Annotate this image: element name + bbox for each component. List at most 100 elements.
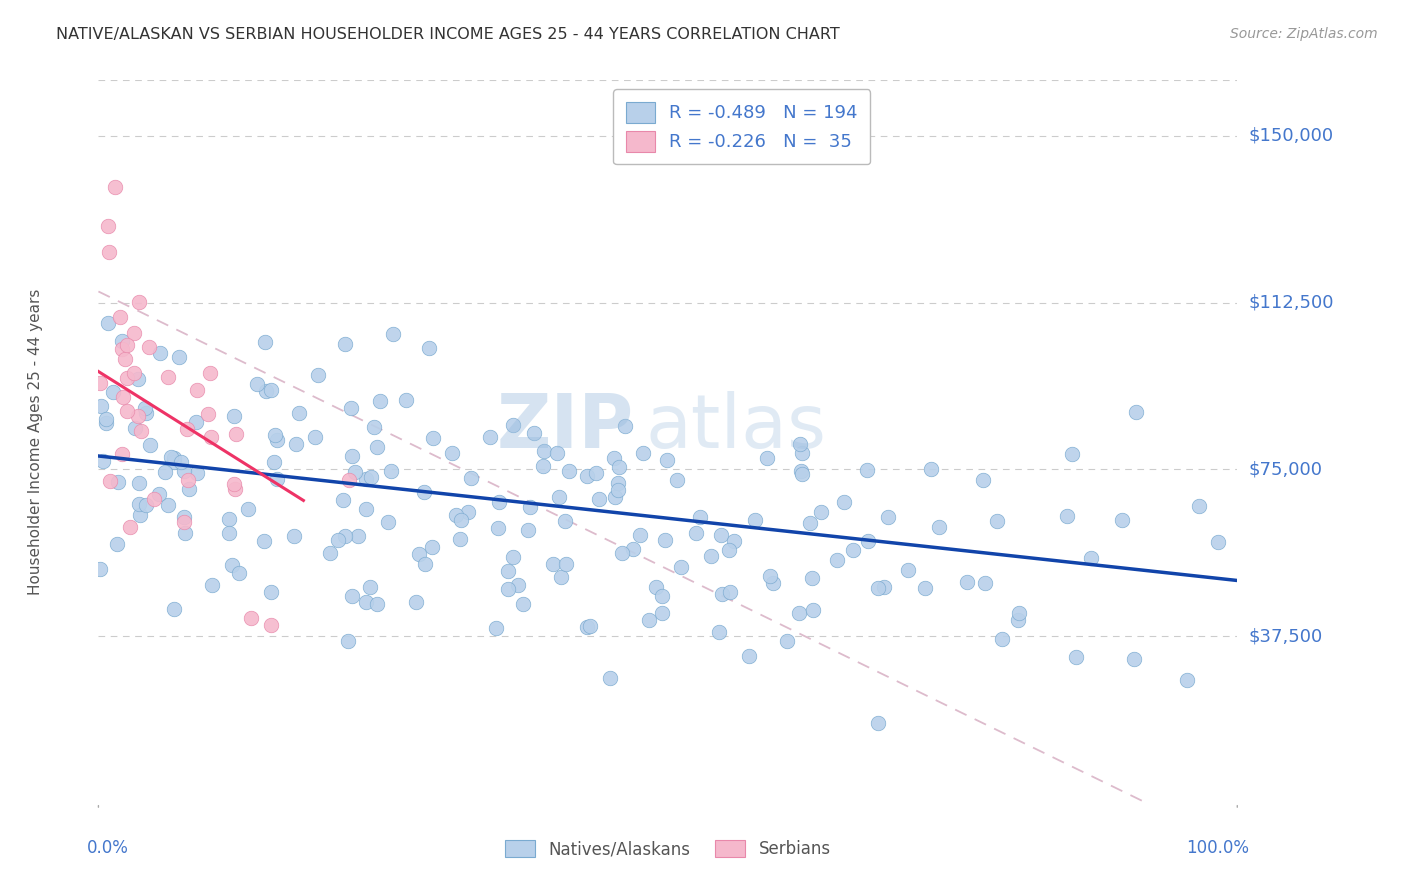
Point bbox=[744, 513, 766, 527]
Point bbox=[307, 368, 329, 383]
Point bbox=[288, 406, 311, 420]
Point bbox=[533, 443, 555, 458]
Point bbox=[450, 513, 472, 527]
Point bbox=[444, 508, 467, 523]
Point bbox=[405, 595, 427, 609]
Point bbox=[408, 547, 430, 561]
Point bbox=[1007, 613, 1029, 627]
Point bbox=[366, 597, 388, 611]
Point bbox=[103, 384, 125, 399]
Point bbox=[506, 577, 529, 591]
Point bbox=[162, 602, 184, 616]
Point bbox=[98, 474, 121, 488]
Point bbox=[260, 618, 283, 632]
Point bbox=[224, 482, 246, 496]
Point bbox=[173, 510, 195, 524]
Point bbox=[516, 523, 538, 537]
Point bbox=[128, 497, 150, 511]
Point bbox=[554, 514, 576, 528]
Text: 0.0%: 0.0% bbox=[87, 838, 129, 857]
Point bbox=[790, 464, 813, 478]
Point bbox=[685, 525, 707, 540]
Point bbox=[246, 376, 269, 391]
Point bbox=[97, 316, 120, 330]
Point bbox=[124, 420, 146, 434]
Point bbox=[163, 455, 186, 469]
Point bbox=[156, 369, 179, 384]
Point bbox=[198, 366, 221, 380]
Point bbox=[792, 467, 814, 481]
Point bbox=[449, 533, 471, 547]
Point bbox=[173, 464, 195, 478]
Point bbox=[612, 546, 634, 560]
Text: $75,000: $75,000 bbox=[1249, 460, 1323, 478]
Point bbox=[972, 474, 994, 488]
Point bbox=[723, 533, 745, 548]
Point bbox=[128, 294, 150, 309]
Point bbox=[222, 476, 245, 491]
Point bbox=[138, 340, 160, 354]
Text: ZIP: ZIP bbox=[496, 391, 634, 464]
Point bbox=[422, 431, 444, 445]
Point bbox=[810, 505, 832, 519]
Point bbox=[283, 529, 305, 543]
Point bbox=[89, 376, 111, 390]
Point bbox=[792, 445, 814, 459]
Point bbox=[98, 245, 121, 260]
Point bbox=[90, 399, 112, 413]
Point bbox=[260, 584, 283, 599]
Point bbox=[225, 427, 247, 442]
Point bbox=[91, 454, 114, 468]
Point bbox=[558, 464, 581, 478]
Point bbox=[1125, 405, 1147, 419]
Point bbox=[651, 589, 673, 603]
Point bbox=[710, 587, 733, 601]
Point bbox=[1080, 550, 1102, 565]
Point bbox=[546, 446, 568, 460]
Point bbox=[177, 473, 200, 487]
Point bbox=[827, 553, 849, 567]
Point bbox=[111, 334, 134, 348]
Point bbox=[502, 418, 524, 433]
Point bbox=[218, 525, 240, 540]
Point bbox=[550, 570, 572, 584]
Text: Source: ZipAtlas.com: Source: ZipAtlas.com bbox=[1230, 27, 1378, 41]
Point bbox=[418, 342, 440, 356]
Point bbox=[156, 498, 179, 512]
Point bbox=[347, 529, 370, 543]
Point bbox=[787, 606, 810, 620]
Point bbox=[485, 621, 508, 635]
Point bbox=[359, 581, 381, 595]
Point bbox=[657, 453, 679, 467]
Point bbox=[666, 474, 689, 488]
Point bbox=[800, 571, 823, 585]
Point bbox=[337, 474, 360, 488]
Point bbox=[689, 509, 711, 524]
Point bbox=[651, 607, 673, 621]
Point bbox=[502, 550, 524, 565]
Point bbox=[105, 537, 128, 551]
Point bbox=[607, 483, 630, 497]
Point bbox=[496, 582, 519, 596]
Text: Householder Income Ages 25 - 44 years: Householder Income Ages 25 - 44 years bbox=[28, 288, 44, 595]
Point bbox=[129, 424, 152, 438]
Point bbox=[89, 562, 111, 576]
Point bbox=[717, 542, 740, 557]
Point bbox=[1123, 652, 1146, 666]
Point bbox=[855, 463, 877, 477]
Point bbox=[380, 464, 402, 478]
Point bbox=[603, 451, 626, 466]
Point bbox=[842, 542, 865, 557]
Point bbox=[94, 411, 117, 425]
Point bbox=[856, 533, 879, 548]
Point bbox=[335, 337, 357, 351]
Point bbox=[413, 485, 436, 500]
Point bbox=[263, 455, 285, 469]
Point bbox=[956, 574, 979, 589]
Point bbox=[333, 529, 356, 543]
Point bbox=[128, 475, 150, 490]
Point bbox=[457, 505, 479, 519]
Point bbox=[914, 581, 936, 595]
Point bbox=[200, 430, 222, 444]
Point bbox=[111, 343, 134, 357]
